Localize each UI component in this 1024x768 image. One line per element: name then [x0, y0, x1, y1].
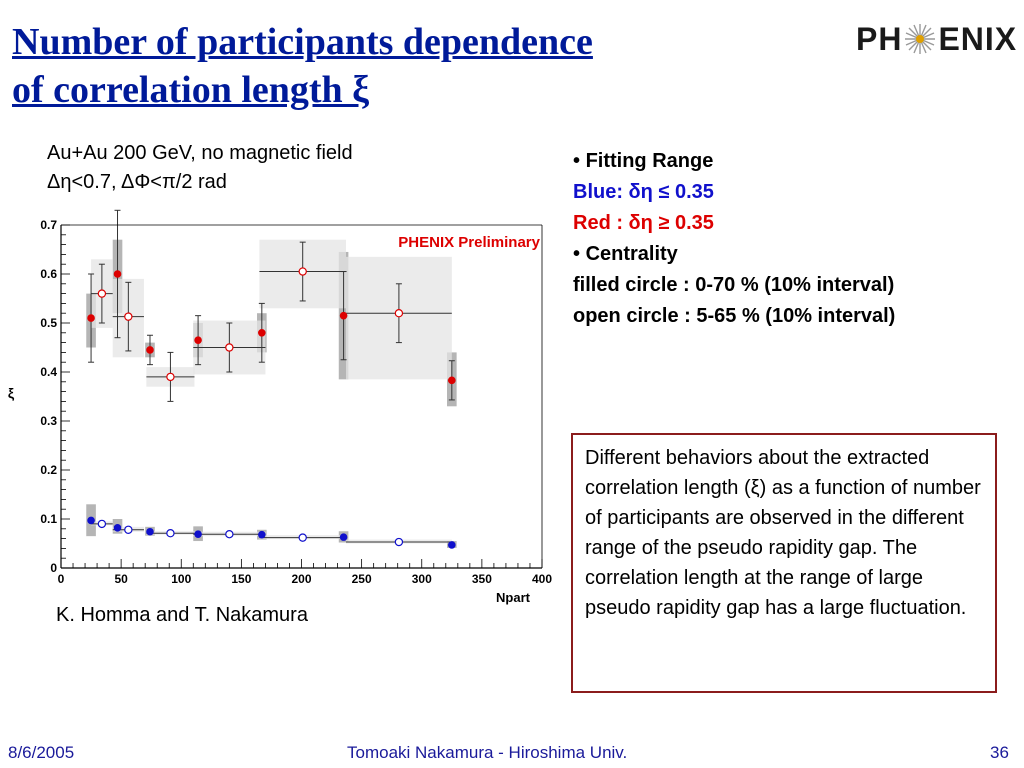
point-s1-p2: [166, 372, 175, 382]
y-tick-label-0.7: 0.7: [40, 218, 57, 232]
logo-text-left: PH: [856, 20, 903, 57]
y-tick-label-0.3: 0.3: [40, 414, 57, 428]
y-tick-label-0.4: 0.4: [40, 365, 57, 379]
bullet-centrality-label: Centrality: [585, 243, 678, 265]
point-s1-p0: [97, 289, 107, 298]
point-s0-p6: [448, 376, 456, 385]
y-tick-label-0.5: 0.5: [40, 316, 57, 330]
title-line-1: Number of participants dependence: [12, 21, 593, 63]
description-box: Different behaviors about the extracted …: [571, 433, 997, 693]
y-axis-label: ξ: [8, 385, 15, 401]
author-credit: K. Homma and T. Nakamura: [56, 604, 308, 626]
footer-date: 8/6/2005: [8, 743, 75, 762]
filled-circle-line: filled circle : 0-70 % (10% interval): [573, 274, 895, 296]
point-s2-p0: [87, 516, 95, 525]
point-s3-p2: [166, 529, 175, 538]
point-s2-p2: [146, 527, 154, 536]
point-s0-p3: [194, 336, 202, 344]
y-tick-label-0.2: 0.2: [40, 463, 57, 477]
y-tick-label-0.1: 0.1: [40, 512, 57, 526]
x-tick-label-50: 50: [114, 572, 128, 586]
point-s2-p3: [194, 530, 202, 538]
point-s0-p0: [87, 314, 95, 322]
red-range-line: Red : δη ≥ 0.35: [573, 212, 714, 234]
blue-range-line: Blue: δη ≤ 0.35: [573, 181, 714, 203]
footer-author: Tomoaki Nakamura - Hiroshima Univ.: [347, 743, 628, 762]
x-tick-label-100: 100: [171, 572, 191, 586]
point-s2-p1: [113, 524, 122, 532]
phenix-logo: PH ENIX: [856, 20, 1017, 58]
y-tick-label-0: 0: [50, 561, 57, 575]
x-tick-label-350: 350: [472, 572, 492, 586]
x-tick-label-250: 250: [352, 572, 372, 586]
axes: 0 50 100 150 200 250 300 350 400 0 0.1 0.2 0.3 0.4 0.5…: [40, 218, 552, 586]
point-s1-p3: [225, 343, 234, 352]
slide-title: Number of participants dependence of cor…: [12, 18, 593, 114]
point-s1-p4: [298, 267, 307, 276]
xi-vs-npart-chart: 0 50 100 150 200 250 300 350 400 0 0.1 0.2 0.3 0.4 0.5…: [8, 209, 552, 605]
data-markers: [87, 267, 456, 549]
point-s2-p6: [448, 541, 456, 549]
x-tick-label-400: 400: [532, 572, 552, 586]
bullet-fitting-range: • Fitting Range: [573, 150, 714, 172]
subtitle: Au+Au 200 GeV, no magnetic field Δη<0.7,…: [47, 139, 353, 197]
bullet-fitting-range-label: Fitting Range: [585, 150, 714, 172]
point-s1-p5: [394, 308, 404, 318]
point-s3-p1: [124, 525, 133, 534]
phenix-star-icon: [905, 24, 936, 54]
point-s0-p4: [258, 329, 266, 337]
point-s0-p5: [339, 311, 348, 320]
point-s2-p4: [258, 530, 266, 539]
y-tick-label-0.6: 0.6: [40, 267, 57, 281]
description-text: Different behaviors about the extracted …: [585, 447, 981, 619]
x-tick-label-300: 300: [412, 572, 432, 586]
point-s0-p2: [146, 346, 154, 354]
legend-bullets: • Fitting Range Blue: δη ≤ 0.35 Red : δη…: [573, 146, 895, 332]
x-tick-label-150: 150: [231, 572, 251, 586]
subtitle-line-1: Au+Au 200 GeV, no magnetic field: [47, 142, 353, 164]
preliminary-label: PHENIX Preliminary: [398, 234, 540, 251]
point-s3-p5: [394, 537, 404, 547]
point-s1-p1: [124, 312, 133, 321]
logo-text-right: ENIX: [938, 20, 1018, 57]
point-s3-p3: [225, 529, 234, 539]
point-s2-p5: [339, 533, 348, 541]
point-s3-p0: [97, 519, 107, 529]
footer-page-number: 36: [990, 743, 1009, 762]
point-s3-p4: [298, 533, 307, 542]
open-circle-line: open circle : 5-65 % (10% interval): [573, 305, 896, 327]
bullet-centrality: • Centrality: [573, 243, 678, 265]
x-tick-label-0: 0: [58, 572, 65, 586]
x-tick-label-200: 200: [291, 572, 311, 586]
title-line-2: of correlation length ξ: [12, 69, 370, 111]
subtitle-line-2: Δη<0.7, ΔΦ<π/2 rad: [47, 171, 227, 193]
point-s0-p1: [113, 270, 122, 278]
x-axis-label: Npart: [496, 590, 531, 605]
